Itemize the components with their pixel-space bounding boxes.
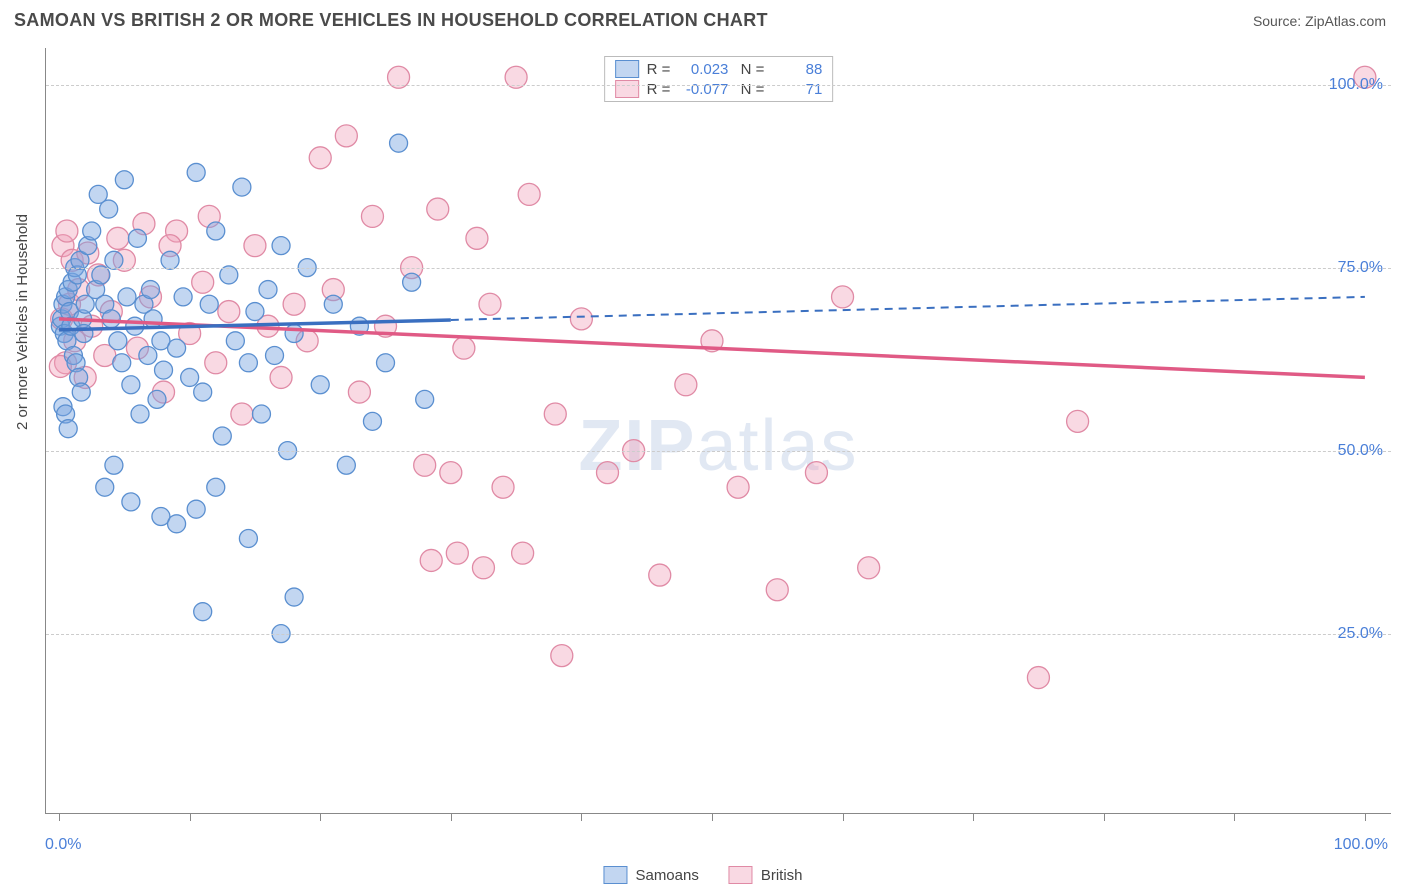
stats-r-label: R = — [647, 81, 671, 98]
stats-n-label: N = — [736, 81, 764, 98]
stats-n-value-a: 88 — [772, 61, 822, 78]
stats-row-samoans: R = 0.023 N = 88 — [605, 59, 833, 79]
stats-legend-box: R = 0.023 N = 88 R = -0.077 N = 71 — [604, 56, 834, 102]
stats-row-british: R = -0.077 N = 71 — [605, 79, 833, 99]
stats-n-value-b: 71 — [772, 81, 822, 98]
swatch-british — [615, 80, 639, 98]
legend-item-british: British — [729, 866, 803, 884]
swatch-samoans — [615, 60, 639, 78]
bottom-legend: Samoans British — [603, 866, 802, 884]
x-tick — [843, 813, 844, 821]
x-tick — [712, 813, 713, 821]
y-tick-label: 50.0% — [1338, 442, 1383, 460]
x-tick — [451, 813, 452, 821]
legend-label-british: British — [761, 867, 803, 884]
y-tick-label: 75.0% — [1338, 259, 1383, 277]
legend-label-samoans: Samoans — [635, 867, 698, 884]
chart-header: SAMOAN VS BRITISH 2 OR MORE VEHICLES IN … — [0, 0, 1406, 37]
x-tick — [973, 813, 974, 821]
x-tick — [320, 813, 321, 821]
stats-r-label: R = — [647, 61, 671, 78]
plot-svg — [46, 48, 1391, 813]
gridline — [46, 85, 1391, 86]
y-tick-label: 100.0% — [1329, 76, 1383, 94]
y-tick-label: 25.0% — [1338, 625, 1383, 643]
chart-title: SAMOAN VS BRITISH 2 OR MORE VEHICLES IN … — [14, 10, 768, 31]
x-tick — [1234, 813, 1235, 821]
y-axis-title: 2 or more Vehicles in Household — [14, 214, 31, 430]
legend-swatch-british — [729, 866, 753, 884]
x-tick — [59, 813, 60, 821]
stats-n-label: N = — [736, 61, 764, 78]
x-tick — [190, 813, 191, 821]
x-axis-max-label: 100.0% — [1334, 836, 1388, 854]
stats-r-value-b: -0.077 — [678, 81, 728, 98]
legend-swatch-samoans — [603, 866, 627, 884]
x-axis-min-label: 0.0% — [45, 836, 81, 854]
chart-source: Source: ZipAtlas.com — [1253, 13, 1386, 29]
plot-area: ZIPatlas R = 0.023 N = 88 R = -0.077 N =… — [45, 48, 1391, 814]
gridline — [46, 268, 1391, 269]
x-tick — [1365, 813, 1366, 821]
stats-r-value-a: 0.023 — [678, 61, 728, 78]
gridline — [46, 634, 1391, 635]
gridline — [46, 451, 1391, 452]
legend-item-samoans: Samoans — [603, 866, 698, 884]
x-tick — [1104, 813, 1105, 821]
x-tick — [581, 813, 582, 821]
